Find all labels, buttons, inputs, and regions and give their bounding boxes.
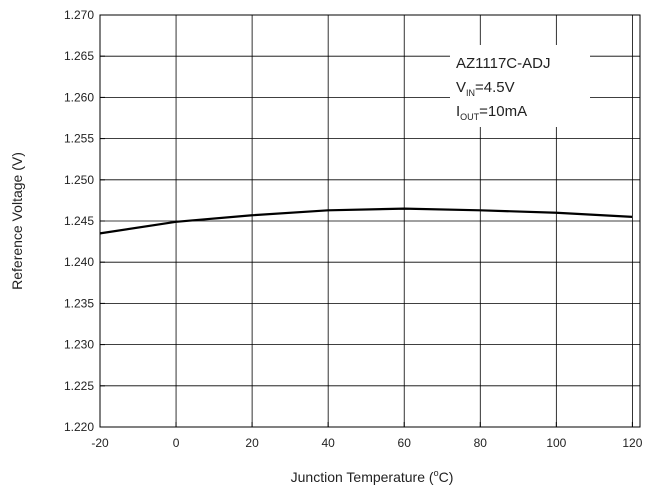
axis-label-text: C) [439, 469, 454, 485]
annotation-device: AZ1117C-ADJ [456, 55, 550, 72]
axis-label-text: Junction Temperature ( [291, 469, 434, 485]
y-tick-label: 1.240 [64, 255, 94, 269]
y-tick-label: 1.270 [64, 8, 94, 22]
y-tick-label: 1.265 [64, 49, 94, 63]
y-tick-label: 1.255 [64, 132, 94, 146]
y-tick-label: 1.235 [64, 296, 94, 310]
x-axis-label: Junction Temperature (oC) [291, 468, 454, 485]
annotation-text: V [456, 79, 466, 96]
x-tick-label: 40 [321, 436, 335, 450]
plot-frame [99, 14, 641, 428]
x-tick-label: 80 [474, 436, 488, 450]
y-tick-label: 1.225 [64, 379, 94, 393]
x-tick-label: 100 [546, 436, 566, 450]
x-tick-label: 0 [173, 436, 180, 450]
annotation-text: I [456, 103, 460, 120]
annotation-vin: VIN=4.5V [456, 79, 515, 98]
series-line [99, 207, 633, 235]
annotation-text: =4.5V [475, 79, 515, 96]
x-tick-label: -20 [91, 436, 109, 450]
x-tick-label: 20 [245, 436, 259, 450]
y-tick-label: 1.260 [64, 90, 94, 104]
annotation-sub: OUT [460, 112, 480, 122]
x-tick-label: 120 [622, 436, 642, 450]
axis-label-sup: o [434, 468, 439, 478]
y-axis-label: Reference Voltage (V) [9, 152, 25, 290]
annotation-sub: IN [466, 88, 475, 98]
annotation-text: =10mA [479, 103, 527, 120]
annotation-iout: IOUT=10mA [456, 103, 527, 122]
annotation-box [450, 45, 590, 127]
y-tick-label: 1.220 [64, 420, 94, 434]
y-tick-label: 1.245 [64, 214, 94, 228]
y-tick-label: 1.250 [64, 173, 94, 187]
x-tick-label: 60 [398, 436, 412, 450]
y-tick-label: 1.230 [64, 338, 94, 352]
